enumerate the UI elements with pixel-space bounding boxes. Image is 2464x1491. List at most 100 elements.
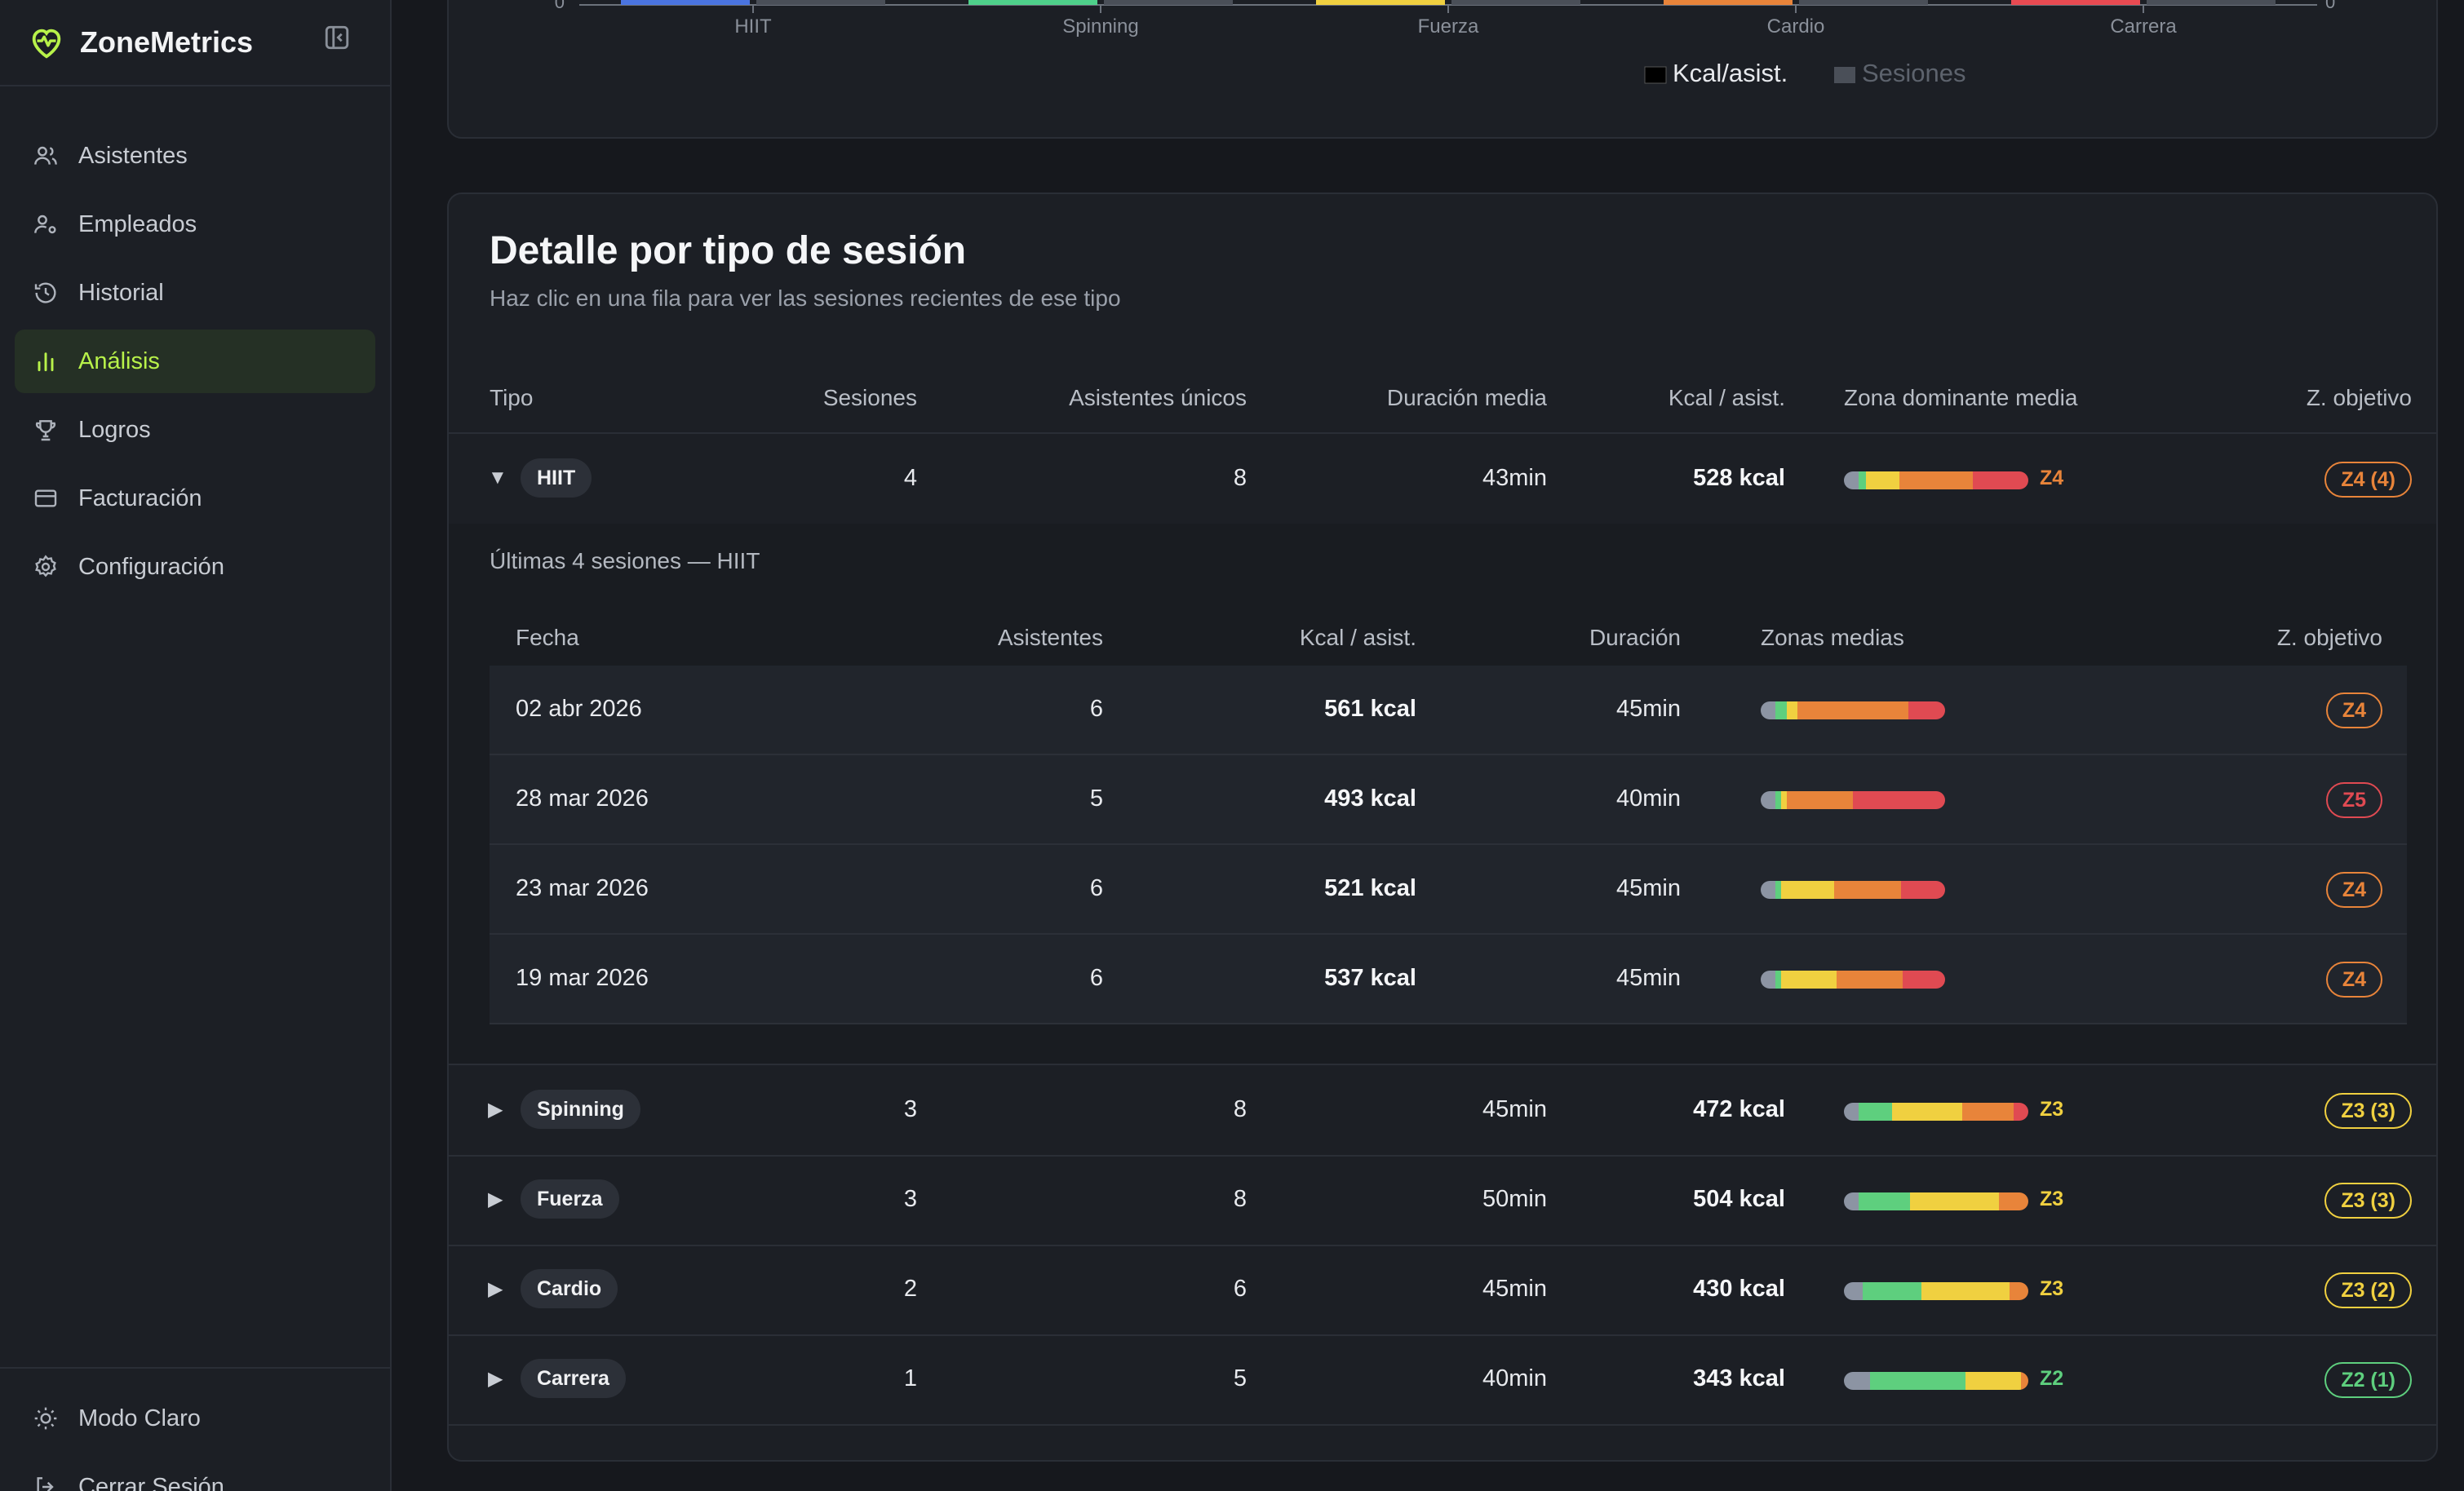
legend-label-kcal: Kcal/asist. <box>1673 59 1788 87</box>
legend-swatch-kcal <box>1644 66 1667 84</box>
zone-distribution-bar <box>1844 1282 2028 1300</box>
expand-triangle-icon[interactable]: ▶ <box>488 1099 503 1121</box>
avg-duration: 40min <box>1482 1365 1547 1391</box>
sidebar-item-label: Asistentes <box>78 142 188 169</box>
users-icon <box>34 146 57 165</box>
kcal-per-attendee: 504 kcal <box>1693 1186 1785 1212</box>
collapse-sidebar-icon[interactable] <box>323 24 351 51</box>
bar-kcal-carrera <box>2011 0 2140 5</box>
table-row[interactable]: ▶ Spinning 3 8 45min 472 kcal Z3 Z3 (3) <box>449 1067 2436 1157</box>
session-target-zone-badge: Z5 <box>2325 782 2382 818</box>
x-tick-label: Carrera <box>2110 15 2177 38</box>
session-date: 23 mar 2026 <box>516 875 649 901</box>
bar-sesiones-fuerza <box>1451 0 1580 5</box>
collapse-triangle-icon[interactable]: ▼ <box>488 467 507 489</box>
session-row[interactable]: 23 mar 2026 6 521 kcal 45min Z4 <box>490 845 2407 935</box>
zone-segment-z2 <box>1775 971 1781 989</box>
zone-segment-z1 <box>1844 1372 1870 1390</box>
zone-segment-z2 <box>1859 471 1867 489</box>
zone-segment-z3 <box>1910 1192 1999 1210</box>
table-row[interactable]: ▶ Carrera 1 5 40min 343 kcal Z2 Z2 (1) <box>449 1336 2436 1426</box>
theme-toggle-label: Modo Claro <box>78 1405 201 1431</box>
zone-segment-z3 <box>1866 471 1899 489</box>
expand-triangle-icon[interactable]: ▶ <box>488 1188 503 1210</box>
zone-segment-z5 <box>1973 471 2028 489</box>
kcal-per-attendee: 472 kcal <box>1693 1096 1785 1122</box>
zone-segment-z5 <box>1908 701 1945 719</box>
session-type-pill: Cardio <box>521 1269 618 1308</box>
sidebar-item-logros[interactable]: Logros <box>15 398 375 462</box>
zone-segment-z2 <box>1859 1103 1892 1121</box>
zone-segment-z1 <box>1844 471 1859 489</box>
table-row[interactable]: ▶ Cardio 2 6 45min 430 kcal Z3 Z3 (2) <box>449 1246 2436 1336</box>
session-row[interactable]: 02 abr 2026 6 561 kcal 45min Z4 <box>490 666 2407 755</box>
sessions-count: 3 <box>903 1186 917 1212</box>
legend-label-sesiones: Sesiones <box>1862 59 1966 87</box>
col-duracion-media: Duración media <box>1386 385 1547 410</box>
sidebar-item-configuracion[interactable]: Configuración <box>15 535 375 599</box>
sidebar-item-facturacion[interactable]: Facturación <box>15 467 375 530</box>
session-kcal: 521 kcal <box>1324 875 1416 901</box>
zone-segment-z1 <box>1844 1103 1859 1121</box>
session-attendees: 6 <box>1089 965 1103 991</box>
chart-card: 0 0 HIIT Spinning Fuerza Cardio Carrera Kcal/as… <box>447 0 2438 139</box>
bar-kcal-cardio <box>1664 0 1793 5</box>
kcal-sessions-chart: 0 0 HIIT Spinning Fuerza Cardio Carrera Kcal/as… <box>555 0 2335 87</box>
zone-segment-z4 <box>2010 1282 2028 1300</box>
session-attendees: 6 <box>1089 696 1103 722</box>
y-right-tick-label: 0 <box>2325 0 2335 12</box>
zone-segment-z2 <box>1862 1282 1921 1300</box>
sidebar-item-analisis[interactable]: Análisis <box>15 330 375 393</box>
col-asistentes-unicos: Asistentes únicos <box>1069 385 1247 410</box>
bar-sesiones-spinning <box>1104 0 1233 5</box>
expanded-title: Últimas 4 sesiones — HIIT <box>490 548 760 573</box>
expand-triangle-icon[interactable]: ▶ <box>488 1278 503 1300</box>
session-row[interactable]: 28 mar 2026 5 493 kcal 40min Z5 <box>490 755 2407 845</box>
sidebar-item-historial[interactable]: Historial <box>15 261 375 325</box>
session-kcal: 561 kcal <box>1324 696 1416 722</box>
x-tick-label: HIIT <box>734 15 772 38</box>
unique-attendees: 8 <box>1233 1186 1247 1212</box>
trophy-icon <box>35 420 56 441</box>
sidebar-item-empleados[interactable]: Empleados <box>15 192 375 256</box>
unique-attendees: 6 <box>1233 1276 1247 1302</box>
col-sesiones: Sesiones <box>822 385 917 410</box>
session-row[interactable]: 19 mar 2026 6 537 kcal 45min Z4 <box>490 935 2407 1024</box>
y-left-tick-label: 0 <box>555 0 565 12</box>
x-tick-label: Spinning <box>1062 15 1138 38</box>
zone-segment-z2 <box>1775 791 1781 809</box>
expanded-sessions-panel: Últimas 4 sesiones — HIIT Fecha Asistent… <box>449 524 2436 1065</box>
sessions-count: 2 <box>903 1276 917 1302</box>
unique-attendees: 8 <box>1233 1096 1247 1122</box>
theme-toggle-button[interactable]: Modo Claro <box>15 1387 375 1450</box>
bar-kcal-spinning <box>968 0 1097 5</box>
sidebar-item-label: Análisis <box>78 347 160 374</box>
zone-segment-z2 <box>1869 1372 1966 1390</box>
avg-duration: 45min <box>1482 1276 1547 1302</box>
zone-segment-z3 <box>1965 1372 2021 1390</box>
sidebar-nav: Asistentes Empleados Historial Análisis … <box>0 86 390 599</box>
zone-segment-z3 <box>1780 791 1787 809</box>
zone-distribution-bar <box>1761 881 1945 899</box>
expand-triangle-icon[interactable]: ▶ <box>488 1368 503 1390</box>
sidebar-item-asistentes[interactable]: Asistentes <box>15 124 375 188</box>
kcal-per-attendee: 528 kcal <box>1693 465 1785 491</box>
sidebar: ZoneMetrics Asistentes Empleados Histori… <box>0 0 392 1491</box>
session-type-pill: Spinning <box>521 1090 640 1129</box>
bar-chart-icon <box>38 352 54 372</box>
table-row[interactable]: ▶ Fuerza 3 8 50min 504 kcal Z3 Z3 (3) <box>449 1157 2436 1246</box>
logout-button[interactable]: Cerrar Sesión <box>15 1455 375 1491</box>
zone-segment-z1 <box>1761 971 1776 989</box>
avg-duration: 45min <box>1482 1096 1547 1122</box>
zone-segment-z5 <box>1852 791 1945 809</box>
sidebar-item-label: Empleados <box>78 210 197 237</box>
col-duracion: Duración <box>1589 625 1681 650</box>
main-content: 0 0 HIIT Spinning Fuerza Cardio Carrera Kcal/as… <box>393 0 2464 1491</box>
zone-segment-z1 <box>1761 881 1776 899</box>
col-z-objetivo: Z. objetivo <box>2306 385 2412 410</box>
bar-sesiones-hiit <box>756 0 885 5</box>
table-row[interactable]: ▼ HIIT 4 8 43min 528 kcal Z4 Z4 (4) <box>449 436 2436 525</box>
zone-segment-z2 <box>1775 881 1781 899</box>
zone-segment-z3 <box>1780 881 1835 899</box>
credit-card-icon <box>34 489 57 507</box>
